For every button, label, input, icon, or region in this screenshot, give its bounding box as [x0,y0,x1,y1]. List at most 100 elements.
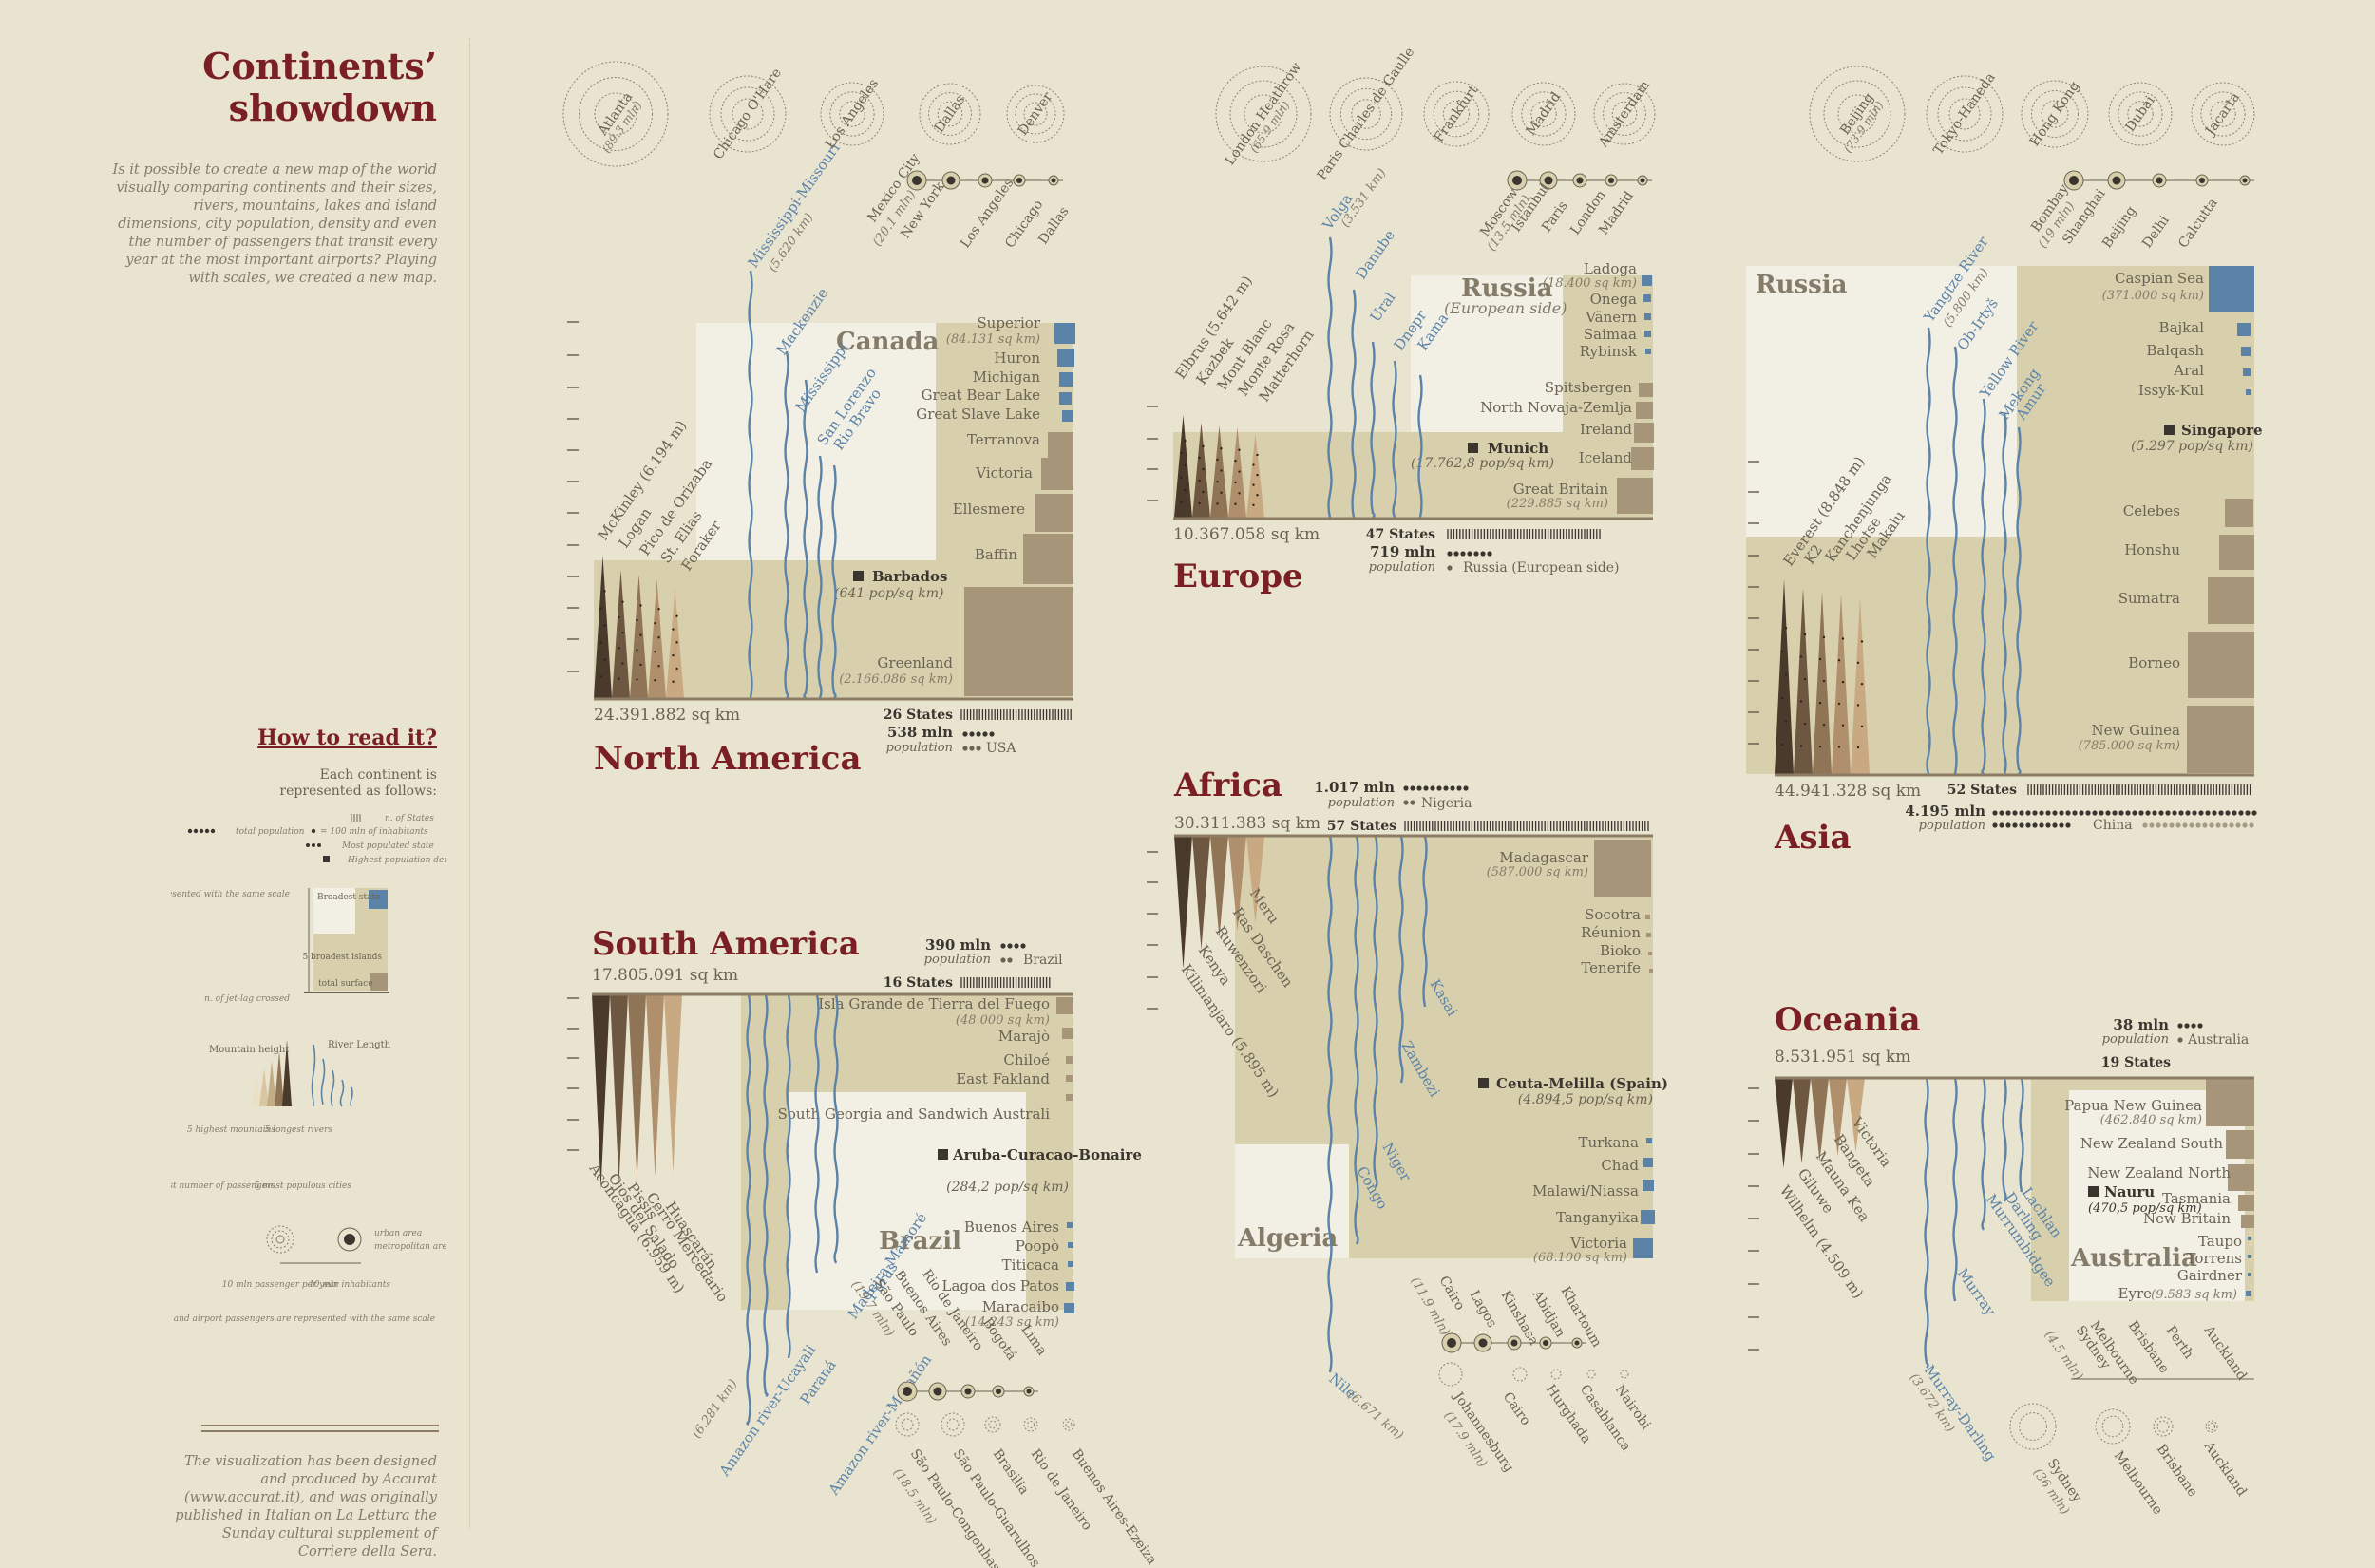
density-value: (17.762,8 pop/sq km) [1411,456,1554,471]
lake [1062,410,1074,422]
airport-ring [579,77,653,151]
mountain-dot [1234,481,1237,484]
population-dot [2152,810,2157,816]
legend-broadest-state-label: Broadest state [317,893,380,902]
island-label: (229.885 sq km) [1507,497,1608,511]
population-dot [2178,810,2184,816]
island-label: South Georgia and Sandwich Australi [778,1105,1051,1123]
mountain-peak [1246,434,1264,518]
density-label: Barbados [872,568,947,585]
mountain-dot [618,615,620,619]
city-label: Calcutta [2176,196,2221,251]
island [1617,478,1653,514]
mountain-dot [1252,483,1255,486]
population-dot [1000,957,1006,963]
airport-ring [1511,82,1576,146]
area-label: 17.805.091 sq km [592,966,738,985]
island [2226,1130,2254,1159]
mountain-peak [1192,423,1210,518]
mountain-dot [621,600,624,603]
lake [1059,392,1072,405]
city-metro-area [2069,176,2079,185]
city-metro-area [2156,177,2163,184]
legend-broadest-islands: 5 broadest islands [302,953,382,962]
mountain-dot [603,624,606,627]
mountain-peak [646,994,664,1177]
population-dot [1410,785,1416,791]
city-label: Chicago [1002,198,1046,252]
lake [2246,389,2252,395]
lake-label: Buenos Aires [964,1219,1059,1236]
population-dot [2156,822,2161,828]
river-line [2002,1077,2007,1202]
river-label: Danube [1353,227,1399,283]
area-label: 30.311.383 sq km [1174,814,1320,833]
airport-ring [1837,94,1877,134]
mountain-dot [1784,673,1788,676]
lake-label: Maracaibo [982,1298,1059,1315]
river-line [1327,236,1333,519]
broadest-state-label: Russia [1461,274,1553,303]
legend-highest-density: Highest population density [347,856,446,865]
population-dot [2112,810,2118,816]
area-label: 8.531.951 sq km [1775,1048,1910,1067]
population-dot [2177,1037,2183,1043]
mountain-dot [1841,724,1845,727]
legend-most-populated-dots [306,843,321,847]
population-dot [1447,551,1453,557]
airport-ring [1006,85,1065,143]
legend-populous-cities: 5 most populous cities [255,1181,352,1191]
island [1066,1094,1073,1101]
population-dot [2249,822,2254,828]
lake-label: (68.100 sq km) [1533,1251,1627,1265]
lake [1644,1158,1653,1167]
river-line [1370,341,1376,519]
mountain-dot [1822,635,1826,639]
airport-ring [2021,80,2089,148]
lake-label: Malawi/Niassa [1532,1182,1639,1200]
lake [2241,347,2251,356]
density-square [2164,425,2175,435]
mountain-dot [1256,494,1259,497]
legend-inh-10: 10 mln inhabitants [309,1280,390,1290]
population-dot [2218,810,2224,816]
states-label: 57 States [1327,819,1396,834]
airport-ring [829,91,875,137]
airport-ring [928,92,972,136]
mountain-dot [1799,700,1803,703]
population-dot [2177,1023,2183,1029]
panel-europe: Russia(European side) Ladoga(18.400 sq km… [1147,45,1656,595]
mountain-dot [639,663,642,667]
airport-ring [1926,75,2004,153]
island-label: (2.166.086 sq km) [839,672,953,687]
legend-n-states: n. of States [385,814,434,823]
mountain-dot [1256,473,1259,477]
airport-ring [1948,98,1981,130]
island-label: (462.840 sq km) [2100,1113,2202,1127]
lake [1066,1282,1074,1291]
airport-ring [2200,91,2246,137]
mountain-dot [621,662,624,665]
surface-right [1026,1092,1074,1310]
mountain-peak [1775,579,1794,774]
island-label: East Fakland [956,1070,1050,1087]
mountain-peak [1192,836,1210,950]
mountain-dot [1860,682,1864,686]
mountain-peak [628,994,646,1181]
mountain-dot [599,641,602,644]
mountain-peak [1793,1078,1811,1163]
city-metro-area [2199,178,2205,183]
airport-ring [1620,1370,1629,1379]
population-dot [1007,957,1013,963]
population-dot [2012,810,2018,816]
mountain-peak [610,994,628,1184]
airport-ring [1512,1367,1528,1382]
airport-ring [1809,66,1906,162]
airport-ring [895,1412,920,1437]
population-dot [1480,551,1486,557]
broadest-state-label: Australia [2070,1244,2197,1273]
island [1036,494,1074,532]
airport-ring [594,92,637,136]
population-dot [1487,551,1492,557]
